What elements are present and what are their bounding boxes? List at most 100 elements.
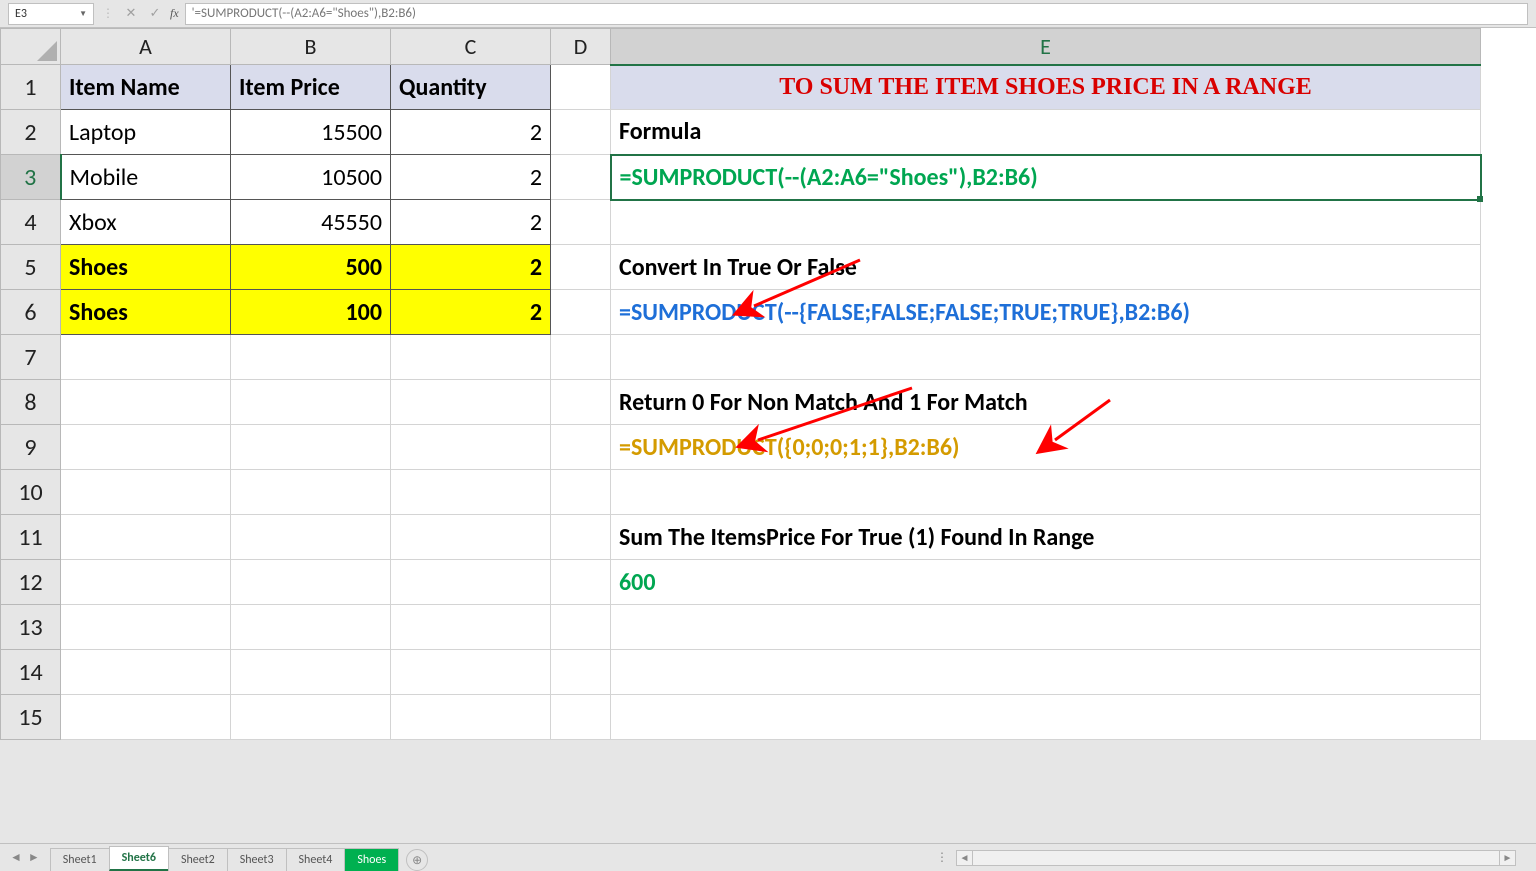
cell-B11[interactable] (231, 515, 391, 560)
cell-B4[interactable]: 45550 (231, 200, 391, 245)
cell-E5[interactable]: Convert In True Or False (611, 245, 1481, 290)
cell-C13[interactable] (391, 605, 551, 650)
cell-B1[interactable]: Item Price (231, 65, 391, 110)
cell-E12[interactable]: 600 (611, 560, 1481, 605)
fx-icon[interactable]: fx (170, 6, 179, 21)
row-header-13[interactable]: 13 (1, 605, 61, 650)
scroll-bar[interactable]: ◄ ► (956, 850, 1516, 866)
cell-E1[interactable]: TO SUM THE ITEM SHOES PRICE IN A RANGE (611, 65, 1481, 110)
cell-A1[interactable]: Item Name (61, 65, 231, 110)
cell-D12[interactable] (551, 560, 611, 605)
cell-C9[interactable] (391, 425, 551, 470)
cell-E15[interactable] (611, 695, 1481, 740)
cell-D2[interactable] (551, 110, 611, 155)
row-header-12[interactable]: 12 (1, 560, 61, 605)
cell-D9[interactable] (551, 425, 611, 470)
cell-D1[interactable] (551, 65, 611, 110)
cell-A14[interactable] (61, 650, 231, 695)
row-header-15[interactable]: 15 (1, 695, 61, 740)
cell-D8[interactable] (551, 380, 611, 425)
tab-nav-buttons[interactable]: ◄ ► (0, 850, 50, 865)
cell-E13[interactable] (611, 605, 1481, 650)
cell-A11[interactable] (61, 515, 231, 560)
cancel-formula-icon[interactable]: ✕ (122, 6, 140, 21)
cell-C10[interactable] (391, 470, 551, 515)
cell-C3[interactable]: 2 (391, 155, 551, 200)
cell-E3-selected[interactable]: =SUMPRODUCT(--(A2:A6="Shoes"),B2:B6) (611, 155, 1481, 200)
cell-C6[interactable]: 2 (391, 290, 551, 335)
row-header-5[interactable]: 5 (1, 245, 61, 290)
row-header-14[interactable]: 14 (1, 650, 61, 695)
cell-B10[interactable] (231, 470, 391, 515)
cell-A7[interactable] (61, 335, 231, 380)
cell-D7[interactable] (551, 335, 611, 380)
cell-A13[interactable] (61, 605, 231, 650)
select-all-corner[interactable] (1, 29, 61, 65)
row-header-9[interactable]: 9 (1, 425, 61, 470)
row-header-10[interactable]: 10 (1, 470, 61, 515)
cell-E10[interactable] (611, 470, 1481, 515)
cell-B14[interactable] (231, 650, 391, 695)
cell-C12[interactable] (391, 560, 551, 605)
cell-B13[interactable] (231, 605, 391, 650)
col-header-A[interactable]: A (61, 29, 231, 65)
col-header-D[interactable]: D (551, 29, 611, 65)
cell-E4[interactable] (611, 200, 1481, 245)
cell-A12[interactable] (61, 560, 231, 605)
cell-A4[interactable]: Xbox (61, 200, 231, 245)
cell-E7[interactable] (611, 335, 1481, 380)
row-header-8[interactable]: 8 (1, 380, 61, 425)
cell-E11[interactable]: Sum The ItemsPrice For True (1) Found In… (611, 515, 1481, 560)
cell-D3[interactable] (551, 155, 611, 200)
sheet-tab-highlighted[interactable]: Shoes (344, 848, 399, 871)
cell-D10[interactable] (551, 470, 611, 515)
cell-D13[interactable] (551, 605, 611, 650)
cell-B9[interactable] (231, 425, 391, 470)
cell-C14[interactable] (391, 650, 551, 695)
cell-D5[interactable] (551, 245, 611, 290)
name-box[interactable]: E3 ▼ (8, 3, 94, 25)
row-header-7[interactable]: 7 (1, 335, 61, 380)
cell-B2[interactable]: 15500 (231, 110, 391, 155)
col-header-B[interactable]: B (231, 29, 391, 65)
cell-C15[interactable] (391, 695, 551, 740)
cell-A2[interactable]: Laptop (61, 110, 231, 155)
row-header-1[interactable]: 1 (1, 65, 61, 110)
cell-C2[interactable]: 2 (391, 110, 551, 155)
cell-B5[interactable]: 500 (231, 245, 391, 290)
cell-C7[interactable] (391, 335, 551, 380)
tab-nav-next-icon[interactable]: ► (28, 850, 40, 865)
cell-A8[interactable] (61, 380, 231, 425)
cell-C1[interactable]: Quantity (391, 65, 551, 110)
cell-E14[interactable] (611, 650, 1481, 695)
cell-C5[interactable]: 2 (391, 245, 551, 290)
cell-E9[interactable]: =SUMPRODUCT({0;0;0;1;1},B2:B6) (611, 425, 1481, 470)
cell-B12[interactable] (231, 560, 391, 605)
cell-A6[interactable]: Shoes (61, 290, 231, 335)
cell-A9[interactable] (61, 425, 231, 470)
sheet-tab[interactable]: Sheet2 (168, 848, 228, 871)
row-header-2[interactable]: 2 (1, 110, 61, 155)
col-header-E[interactable]: E (611, 29, 1481, 65)
cell-B3[interactable]: 10500 (231, 155, 391, 200)
sheet-tab-active[interactable]: Sheet6 (109, 846, 169, 871)
cell-B7[interactable] (231, 335, 391, 380)
new-sheet-button[interactable]: ⊕ (406, 849, 428, 871)
cell-E2[interactable]: Formula (611, 110, 1481, 155)
cell-E6[interactable]: =SUMPRODUCT(--{FALSE;FALSE;FALSE;TRUE;TR… (611, 290, 1481, 335)
cell-D11[interactable] (551, 515, 611, 560)
scroll-left-icon[interactable]: ◄ (957, 851, 973, 865)
accept-formula-icon[interactable]: ✓ (146, 6, 164, 21)
cell-C8[interactable] (391, 380, 551, 425)
row-header-6[interactable]: 6 (1, 290, 61, 335)
cell-E8[interactable]: Return 0 For Non Match And 1 For Match (611, 380, 1481, 425)
cell-D15[interactable] (551, 695, 611, 740)
name-box-dropdown-icon[interactable]: ▼ (79, 9, 87, 19)
cell-D4[interactable] (551, 200, 611, 245)
cell-B8[interactable] (231, 380, 391, 425)
tab-nav-prev-icon[interactable]: ◄ (10, 850, 22, 865)
col-header-C[interactable]: C (391, 29, 551, 65)
cell-C11[interactable] (391, 515, 551, 560)
row-header-11[interactable]: 11 (1, 515, 61, 560)
cell-D6[interactable] (551, 290, 611, 335)
